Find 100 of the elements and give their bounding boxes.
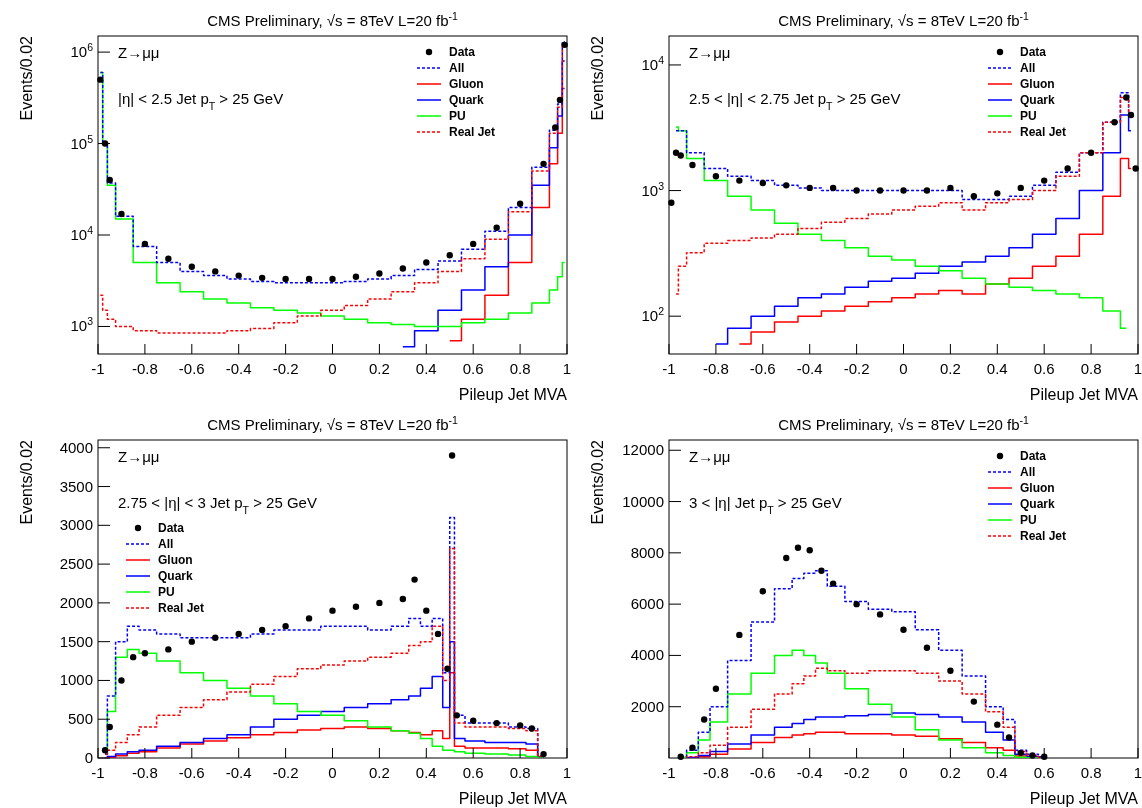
point [106,176,113,184]
point [689,161,696,169]
y-tick-label: 1500 [59,632,93,650]
point [1041,177,1048,184]
x-tick-label: -0.8 [702,764,729,781]
point [516,200,524,207]
point [1064,165,1071,172]
point [376,599,383,607]
y-tick-label: 1000 [59,671,93,689]
x-tick-label: -1 [662,764,676,781]
chart-title: CMS Preliminary, √s = 8TeV L=20 fb$^{-1}$ [778,10,1030,29]
point [1123,94,1130,101]
point [994,190,1001,197]
point [1029,752,1036,759]
y-tick-label: 10000 [622,492,664,510]
point [736,631,743,639]
x-tick-label: -0.6 [178,360,205,377]
point [470,717,477,724]
point [446,252,453,259]
legend-label: PU [449,109,466,123]
x-tick-label: 0.4 [415,764,437,781]
point [806,184,813,192]
point [1041,753,1048,760]
legend-label: All [1020,61,1036,75]
point [556,96,564,104]
point [668,199,675,206]
y-tick-label: 6000 [630,595,664,613]
point [423,607,430,614]
x-tick-label: 0.8 [509,360,531,377]
point [411,576,418,583]
x-tick-label: -1 [91,764,105,781]
y-axis-title: Events/0.02 [18,35,35,121]
x-tick-label: 0.8 [1080,360,1102,377]
x-tick-label: 0.6 [1033,764,1055,781]
point [853,600,860,608]
annotation: 3 < |η| Jet p$_{T}$ > 25 GeV [689,494,842,516]
x-tick-label: 0.6 [1033,360,1055,377]
x-tick-label: -1 [91,360,105,377]
point [970,698,978,705]
y-tick-label: 10$^{2}$ [641,305,665,325]
point [352,603,360,610]
x-tick-label: 0 [328,360,337,377]
point [818,567,825,574]
annotation: 2.75 < |η| < 3 Jet p$_{T}$ > 25 GeV [118,494,317,516]
y-tick-label: 10$^{4}$ [641,53,665,73]
point [528,725,536,732]
point [700,716,708,723]
y-tick-label: 12000 [622,441,664,459]
point [453,712,460,719]
point [759,179,766,187]
x-tick-label: -0.6 [749,360,776,377]
point [806,547,813,554]
point [188,263,195,270]
x-tick-label: 0 [899,360,908,377]
legend-label: Real Jet [1020,125,1067,139]
x-axis-title: Pileup Jet MVA [458,386,568,403]
point [783,554,790,562]
point [282,622,289,630]
legend-label: All [1020,465,1036,479]
legend-label: Gluon [158,553,193,567]
y-tick-label: 10$^{6}$ [70,41,94,61]
y-axis-title: Events/0.02 [589,439,606,525]
point [923,187,931,194]
y-tick-label: 0 [84,749,93,766]
x-tick-label: 0.8 [1080,764,1102,781]
point [399,595,407,603]
point [1017,749,1024,757]
point [712,173,720,180]
point [118,210,125,218]
y-tick-label: 10$^{3}$ [641,179,665,199]
point [923,644,931,651]
x-axis-title: Pileup Jet MVA [1029,386,1139,403]
point [141,650,149,657]
point [672,149,680,156]
x-tick-label: -0.6 [178,764,205,781]
x-axis-title: Pileup Jet MVA [1029,790,1139,807]
legend-label: Gluon [1020,481,1055,495]
point [876,187,884,194]
point [448,452,456,459]
point [794,544,802,551]
x-tick-label: -1 [662,360,676,377]
y-tick-label: 3000 [59,516,93,534]
legend-label: PU [1020,109,1037,123]
point [970,193,978,200]
annotation: Z→μμ [689,448,731,465]
point [994,721,1001,728]
point [329,607,336,614]
point [106,723,113,731]
x-tick-label: -0.8 [131,360,158,377]
legend-label: Real Jet [449,125,496,139]
legend-label: Gluon [1020,77,1055,91]
legend-label: Quark [1020,497,1056,511]
y-tick-label: 4000 [630,646,664,664]
legend-label: All [158,537,174,551]
point [423,259,430,266]
point [258,626,266,634]
legend-label: Quark [449,93,485,107]
point [118,677,125,684]
point [540,750,547,758]
x-tick-label: 0 [899,764,908,781]
